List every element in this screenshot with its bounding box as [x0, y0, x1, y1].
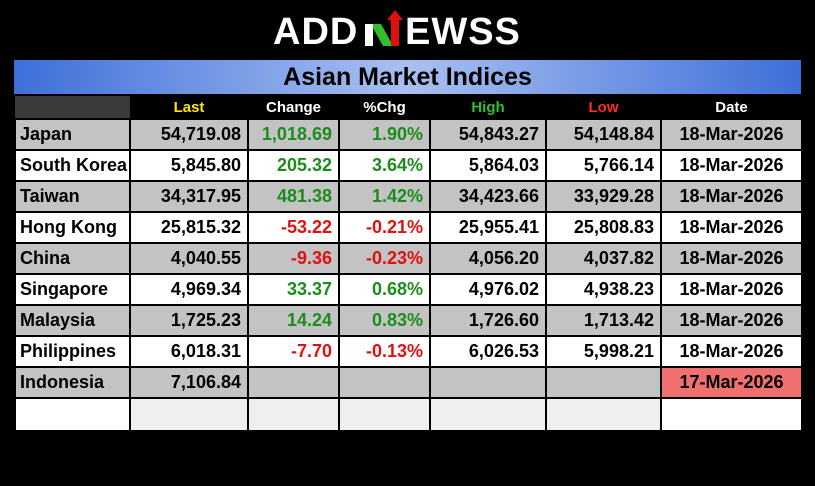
empty-cell: [247, 397, 340, 432]
market-table-panel: Asian Market Indices Last Change %Chg Hi…: [14, 60, 803, 448]
cell-date: 18-Mar-2026: [660, 211, 803, 244]
cell-change: -9.36: [247, 242, 340, 275]
cell-pchg: [338, 366, 431, 399]
cell-last: 5,845.80: [129, 149, 249, 182]
cell-pchg: 0.83%: [338, 304, 431, 337]
cell-low: 5,766.14: [545, 149, 662, 182]
cell-high: 4,056.20: [429, 242, 547, 275]
cell-change: -53.22: [247, 211, 340, 244]
header-last: Last: [130, 96, 248, 119]
table-row: Japan 54,719.08 1,018.69 1.90% 54,843.27 54,1…: [14, 118, 803, 151]
table-row: Indonesia 7,106.84 17-Mar-2026: [14, 366, 803, 399]
table-row: Taiwan 34,317.95 481.38 1.42% 34,423.66 33,92…: [14, 180, 803, 213]
table-row: Hong Kong 25,815.32 -53.22 -0.21% 25,955.41 2…: [14, 211, 803, 244]
cell-last: 1,725.23: [129, 304, 249, 337]
cell-change: -7.70: [247, 335, 340, 368]
cell-change: 205.32: [247, 149, 340, 182]
table-row: China 4,040.55 -9.36 -0.23% 4,056.20 4,037.82…: [14, 242, 803, 275]
cell-low: 4,938.23: [545, 273, 662, 306]
cell-high: 4,976.02: [429, 273, 547, 306]
table-row: South Korea 5,845.80 205.32 3.64% 5,864.03 5,…: [14, 149, 803, 182]
cell-change: 33.37: [247, 273, 340, 306]
cell-date: 18-Mar-2026: [660, 304, 803, 337]
n-arrow-icon: [364, 10, 403, 46]
header-change: Change: [248, 96, 339, 119]
cell-last: 25,815.32: [129, 211, 249, 244]
addnewss-wordmark: ADD EWSS: [273, 10, 521, 52]
empty-cell: [429, 397, 547, 432]
cell-change: 14.24: [247, 304, 340, 337]
cell-high: 34,423.66: [429, 180, 547, 213]
cell-date: 18-Mar-2026: [660, 242, 803, 275]
cell-high: 5,864.03: [429, 149, 547, 182]
cell-last: 54,719.08: [129, 118, 249, 151]
corner-header: [15, 96, 130, 119]
table-title: Asian Market Indices: [14, 60, 801, 96]
empty-cell: [338, 397, 431, 432]
table-row: Malaysia 1,725.23 14.24 0.83% 1,726.60 1,713.…: [14, 304, 803, 337]
cell-date: 18-Mar-2026: [660, 273, 803, 306]
header-high: High: [430, 96, 546, 119]
svg-text:ADD: ADD: [273, 11, 358, 52]
empty-cell: [129, 397, 249, 432]
cell-date: 18-Mar-2026: [660, 335, 803, 368]
cell-low: [545, 366, 662, 399]
cell-pchg: 3.64%: [338, 149, 431, 182]
empty-row: [14, 397, 803, 432]
cell-high: [429, 366, 547, 399]
cell-date: 17-Mar-2026: [660, 366, 803, 399]
cell-pchg: -0.23%: [338, 242, 431, 275]
cell-change: 481.38: [247, 180, 340, 213]
cell-low: 1,713.42: [545, 304, 662, 337]
cell-last: 4,969.34: [129, 273, 249, 306]
cell-high: 6,026.53: [429, 335, 547, 368]
empty-cell: [660, 397, 803, 432]
cell-pchg: 0.68%: [338, 273, 431, 306]
cell-low: 33,929.28: [545, 180, 662, 213]
header-row: Last Change %Chg High Low Date: [15, 96, 802, 119]
cell-low: 54,148.84: [545, 118, 662, 151]
cell-low: 5,998.21: [545, 335, 662, 368]
cell-market: Indonesia: [14, 366, 131, 399]
cell-market: South Korea: [14, 149, 131, 182]
cell-market: Taiwan: [14, 180, 131, 213]
cell-last: 34,317.95: [129, 180, 249, 213]
header-low: Low: [546, 96, 661, 119]
cell-market: Singapore: [14, 273, 131, 306]
cell-pchg: 1.42%: [338, 180, 431, 213]
empty-cell: [545, 397, 662, 432]
header-date: Date: [661, 96, 802, 119]
cell-market: Hong Kong: [14, 211, 131, 244]
cell-change: [247, 366, 340, 399]
cell-market: Japan: [14, 118, 131, 151]
cell-date: 18-Mar-2026: [660, 149, 803, 182]
cell-market: Malaysia: [14, 304, 131, 337]
cell-last: 4,040.55: [129, 242, 249, 275]
cell-high: 25,955.41: [429, 211, 547, 244]
svg-text:EWSS: EWSS: [405, 11, 521, 52]
cell-market: China: [14, 242, 131, 275]
asian-indices-table: Last Change %Chg High Low Date Japan 54,7…: [14, 96, 803, 432]
cell-high: 1,726.60: [429, 304, 547, 337]
addnewss-logo: ADD EWSS: [0, 0, 815, 60]
cell-date: 18-Mar-2026: [660, 118, 803, 151]
cell-market: Philippines: [14, 335, 131, 368]
cell-pchg: -0.13%: [338, 335, 431, 368]
table-row: Singapore 4,969.34 33.37 0.68% 4,976.02 4,938…: [14, 273, 803, 306]
cell-last: 6,018.31: [129, 335, 249, 368]
cell-low: 4,037.82: [545, 242, 662, 275]
cell-date: 18-Mar-2026: [660, 180, 803, 213]
table-row: Philippines 6,018.31 -7.70 -0.13% 6,026.53 5,…: [14, 335, 803, 368]
cell-high: 54,843.27: [429, 118, 547, 151]
cell-pchg: -0.21%: [338, 211, 431, 244]
cell-low: 25,808.83: [545, 211, 662, 244]
empty-cell: [14, 397, 131, 432]
cell-last: 7,106.84: [129, 366, 249, 399]
cell-pchg: 1.90%: [338, 118, 431, 151]
cell-change: 1,018.69: [247, 118, 340, 151]
header-pchg: %Chg: [339, 96, 430, 119]
